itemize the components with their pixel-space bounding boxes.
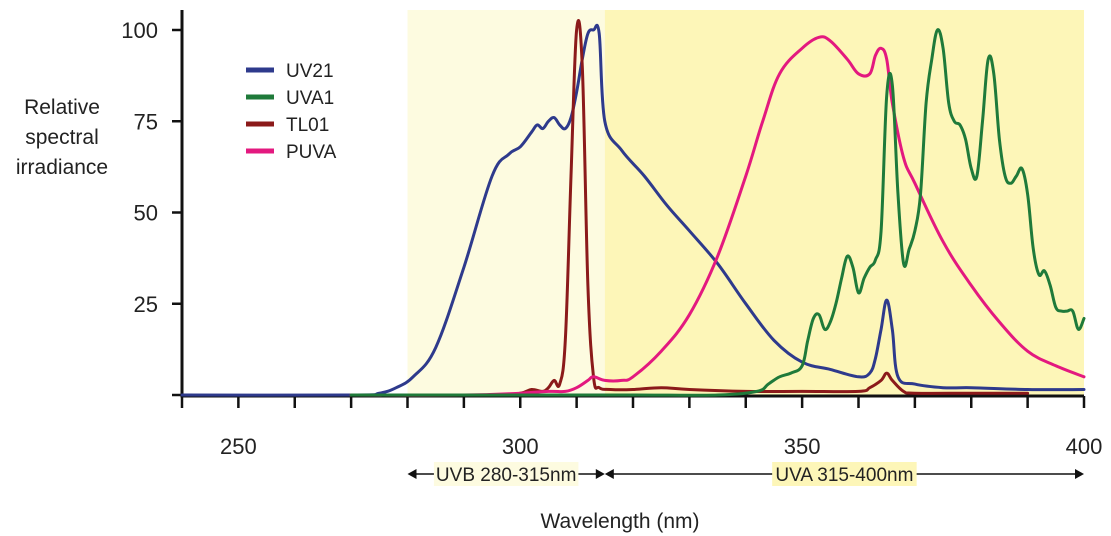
y-axis-title-line-3: irradiance — [16, 156, 108, 179]
series-lines — [180, 18, 1086, 397]
band-arrowhead-right-uva — [1075, 469, 1084, 479]
series-line-uv21 — [180, 23, 1086, 397]
band-arrowhead-left-uva — [604, 469, 614, 479]
legend-label-tl01: TL01 — [286, 115, 329, 136]
y-axis-title-line-2: spectral — [25, 126, 99, 149]
x-axis-title: Wavelength (nm) — [540, 510, 699, 533]
y-axis-title-line-1: Relative — [24, 96, 100, 119]
legend-label-puva: PUVA — [286, 142, 337, 163]
band-uvb — [407, 10, 605, 396]
legend-label-uv21: UV21 — [286, 61, 334, 82]
y-tick-label: 50 — [134, 201, 158, 226]
band-arrowhead-right-uvb — [595, 469, 605, 479]
band-label-uvb: UVB 280-315nm — [436, 465, 576, 486]
x-tick-label: 250 — [220, 434, 257, 459]
series-line-tl01 — [349, 18, 1030, 397]
legend-label-uva1: UVA1 — [286, 88, 334, 109]
y-tick-label: 100 — [121, 18, 158, 43]
y-tick-label: 75 — [134, 109, 158, 134]
series-line-uva1 — [349, 28, 1086, 397]
band-arrowhead-left-uvb — [407, 469, 417, 479]
x-tick-label: 300 — [502, 434, 539, 459]
y-tick-label: 25 — [134, 292, 158, 317]
band-label-uva: UVA 315-400nm — [775, 465, 913, 486]
legend: UV21 UVA1 TL01 PUVA — [246, 61, 337, 163]
wavelength-bands: UVB 280-315nm UVA 315-400nm — [407, 10, 1084, 486]
x-tick-label: 400 — [1066, 434, 1103, 459]
x-tick-label: 350 — [784, 434, 821, 459]
band-uva — [604, 10, 1084, 396]
band-label-bg-uva — [772, 462, 917, 486]
band-label-bg-uvb — [433, 462, 579, 486]
